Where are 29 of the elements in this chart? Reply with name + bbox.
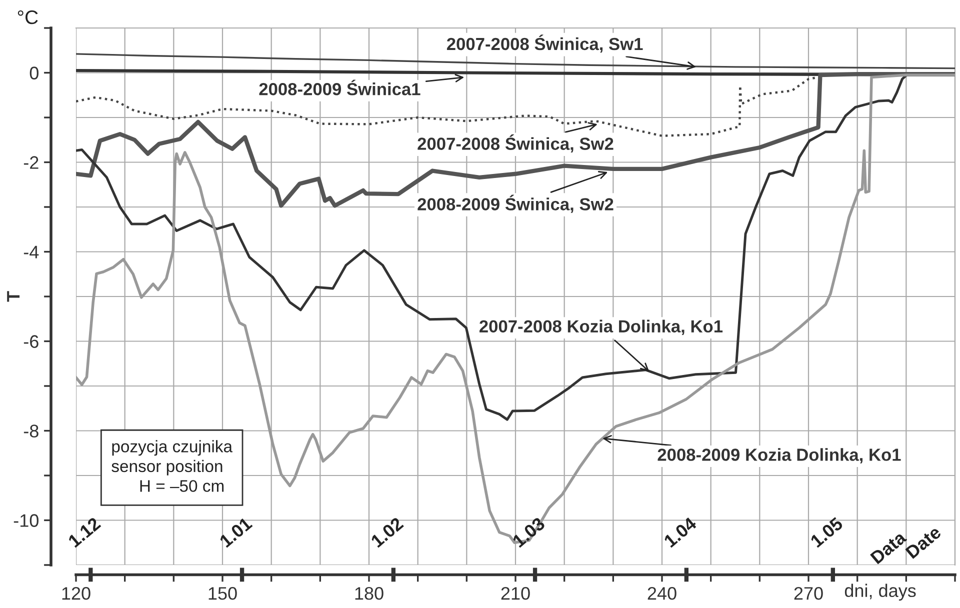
annotation: 2007-2008 Kozia Dolinka, Ko1 [480, 320, 723, 336]
annotation: 2007-2008 Świnica, Sw2 [418, 134, 614, 152]
x-tick-label: 270 [794, 587, 823, 600]
annotation: 2008-2009 Kozia Dolinka, Ko1 [658, 448, 901, 464]
x2-tick-label: 1.03 [512, 516, 546, 548]
text: °C [18, 10, 38, 24]
y-tick-label: -2 [24, 156, 38, 169]
annotation: Date [905, 525, 942, 560]
x-tick-label: 180 [355, 587, 384, 600]
y-axis-title: T [7, 291, 20, 302]
annotation: 2007-2008 Świnica, Sw1 [446, 34, 643, 53]
x-tick-label: 240 [648, 587, 676, 600]
annotation: 2008-2009 Świnica1 [259, 80, 420, 96]
annotation: 2008-2009 Świnica, Sw2 [418, 194, 614, 213]
y-tick-label: -6 [24, 335, 38, 348]
x-tick-label: 120 [62, 587, 90, 600]
x2-tick-label: 1.12 [68, 516, 102, 548]
x-axis-title: dni, days [844, 584, 916, 601]
y-tick-label: -4 [24, 246, 39, 258]
x-tick-label: 150 [208, 587, 237, 600]
annotation: Data [870, 530, 908, 564]
x2-tick-label: 1.02 [370, 516, 404, 548]
y-tick-label: 0 [30, 66, 38, 80]
x2-tick-label: 1.01 [218, 516, 253, 548]
annotation: pozycja czujnika sensor position H = –50 cm [112, 440, 233, 492]
x-tick-label: 210 [501, 587, 530, 600]
x2-tick-label: 1.04 [663, 516, 698, 548]
y-tick-label: -8 [24, 424, 38, 438]
y-tick-label: -10 [14, 514, 38, 527]
